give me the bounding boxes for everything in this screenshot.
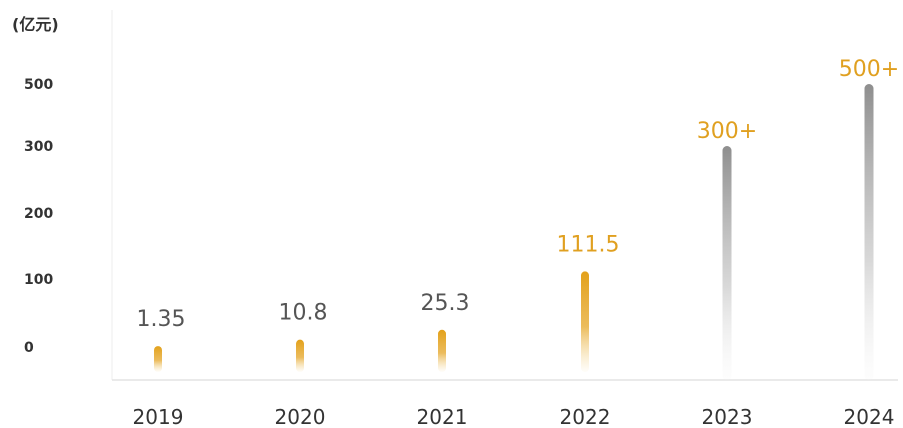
value-label-2020: 10.8 bbox=[279, 301, 328, 326]
bar-2020 bbox=[296, 339, 304, 372]
bars bbox=[154, 84, 874, 380]
bar-2019 bbox=[154, 346, 162, 372]
value-label-2023: 300+ bbox=[697, 119, 757, 144]
x-tick-label-2021: 2021 bbox=[417, 405, 468, 428]
y-tick-label-200: 200 bbox=[24, 206, 53, 222]
bar-2024 bbox=[864, 84, 874, 380]
y-axis-ticks: 0 100 200 300 500 bbox=[24, 77, 53, 356]
y-tick-label-0: 0 bbox=[24, 340, 34, 356]
bar-2022 bbox=[581, 271, 589, 372]
value-label-2019: 1.35 bbox=[137, 307, 186, 332]
bar-2021 bbox=[438, 329, 446, 372]
value-label-2021: 25.3 bbox=[421, 291, 470, 316]
value-label-2024: 500+ bbox=[839, 57, 899, 82]
x-tick-label-2024: 2024 bbox=[844, 405, 895, 428]
x-axis-ticks: 2019 2020 2021 2022 2023 2024 bbox=[133, 405, 895, 428]
y-tick-label-300: 300 bbox=[24, 139, 53, 155]
value-labels: 1.35 10.8 25.3 111.5 300+ 500+ bbox=[137, 57, 900, 332]
x-tick-label-2019: 2019 bbox=[133, 405, 184, 428]
bar-2023 bbox=[722, 146, 732, 380]
x-tick-label-2020: 2020 bbox=[275, 405, 326, 428]
y-tick-label-500: 500 bbox=[24, 77, 53, 93]
y-tick-label-100: 100 bbox=[24, 272, 53, 288]
x-tick-label-2023: 2023 bbox=[702, 405, 753, 428]
value-label-2022: 111.5 bbox=[557, 232, 620, 257]
x-tick-label-2022: 2022 bbox=[560, 405, 611, 428]
y-axis-unit-label: (亿元) bbox=[12, 15, 59, 34]
